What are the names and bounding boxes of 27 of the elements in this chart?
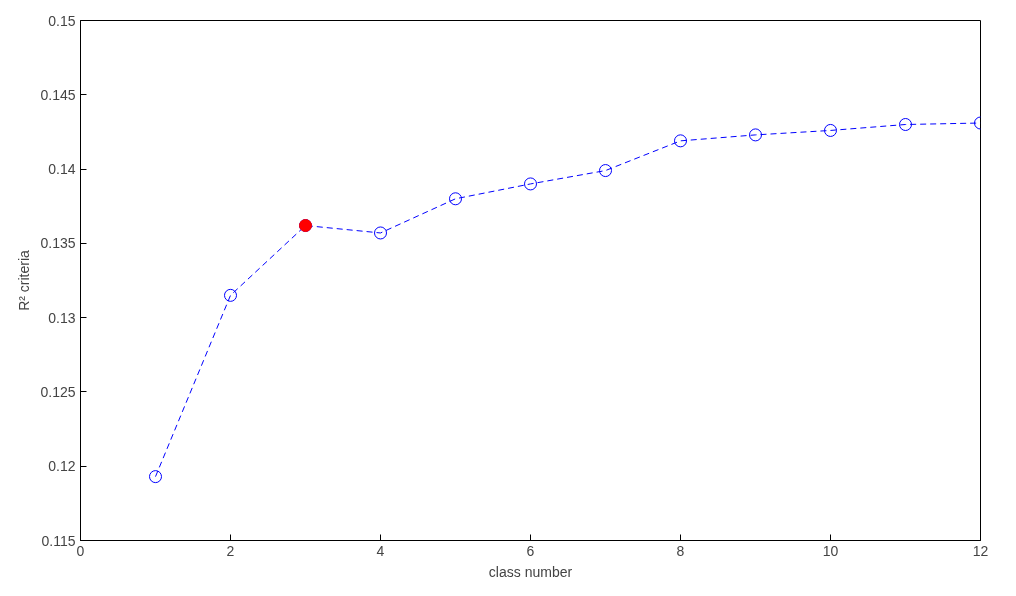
point <box>599 164 612 178</box>
point <box>149 470 162 484</box>
point <box>899 118 912 131</box>
y-tick-label: 0.12 <box>48 458 76 475</box>
y-tick-label: 0.125 <box>40 383 76 400</box>
y-tick-label: 0.13 <box>48 309 76 326</box>
y-tick-label: 0.14 <box>48 161 76 178</box>
x-tick-label: 2 <box>226 542 235 559</box>
y-tick-label: 0.145 <box>40 86 76 103</box>
y-axis-title: R² criteria <box>16 249 33 311</box>
point <box>749 128 762 142</box>
point <box>449 192 462 206</box>
x-tick-label: 4 <box>376 542 385 559</box>
point <box>224 288 237 302</box>
point <box>524 177 537 191</box>
point <box>374 226 387 240</box>
y-tick-label: 0.15 <box>48 12 76 29</box>
y-tick-label: 0.135 <box>40 235 76 252</box>
point <box>824 123 837 137</box>
x-tick-label: 0 <box>76 542 85 559</box>
x-tick-label: 6 <box>526 542 535 559</box>
x-tick-label: 10 <box>822 542 839 559</box>
x-axis-title: class number <box>488 563 573 580</box>
x-tick-label: 8 <box>676 542 685 559</box>
x-tick-label: 12 <box>972 542 989 559</box>
y-tick-label: 0.115 <box>41 532 76 549</box>
point <box>674 134 687 148</box>
